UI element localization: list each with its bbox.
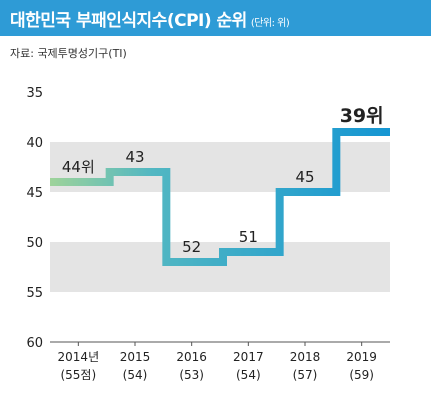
y-axis: 35 40 45 50 55 60 bbox=[26, 86, 43, 351]
chart-source: 자료: 국제투명성기구(TI) bbox=[10, 47, 127, 60]
data-label: 51 bbox=[239, 228, 258, 246]
x-axis: 2014년 (55점) 2015 (54) 2016 (53) 2017 (54) 2018 (5… bbox=[58, 342, 377, 382]
data-label: 39위 bbox=[340, 105, 384, 127]
x-tick-label: 2014년 bbox=[58, 350, 100, 364]
x-tick-label: 2016 bbox=[176, 350, 207, 364]
data-label: 43 bbox=[125, 148, 144, 166]
x-tick-sublabel: (54) bbox=[236, 368, 261, 382]
x-tick-sublabel: (53) bbox=[179, 368, 204, 382]
y-tick-label: 40 bbox=[26, 136, 43, 151]
x-tick-label: 2018 bbox=[290, 350, 321, 364]
x-tick-sublabel: (54) bbox=[123, 368, 148, 382]
y-tick-label: 45 bbox=[26, 186, 43, 201]
y-tick-label: 50 bbox=[26, 236, 43, 251]
x-tick-label: 2017 bbox=[233, 350, 264, 364]
x-tick-sublabel: (57) bbox=[293, 368, 318, 382]
chart-title-text: 대한민국 부패인식지수(CPI) 순위 bbox=[10, 11, 247, 31]
chart-unit: (단위: 위) bbox=[250, 18, 290, 29]
y-tick-label: 60 bbox=[26, 336, 43, 351]
data-labels: 44위 43 52 51 45 39위 bbox=[62, 105, 384, 256]
x-tick-sublabel: (55점) bbox=[60, 368, 96, 382]
y-tick-label: 35 bbox=[26, 86, 43, 101]
x-tick-sublabel: (59) bbox=[349, 368, 374, 382]
chart-title: 대한민국 부패인식지수(CPI) 순위 (단위: 위) bbox=[10, 6, 290, 31]
y-tick-label: 55 bbox=[26, 286, 43, 301]
x-tick-label: 2019 bbox=[346, 350, 377, 364]
data-label: 52 bbox=[182, 238, 201, 256]
series-step-line bbox=[50, 128, 390, 266]
x-tick-label: 2015 bbox=[120, 350, 151, 364]
header-band bbox=[0, 0, 431, 36]
data-label: 44위 bbox=[62, 158, 95, 176]
data-label: 45 bbox=[295, 168, 314, 186]
